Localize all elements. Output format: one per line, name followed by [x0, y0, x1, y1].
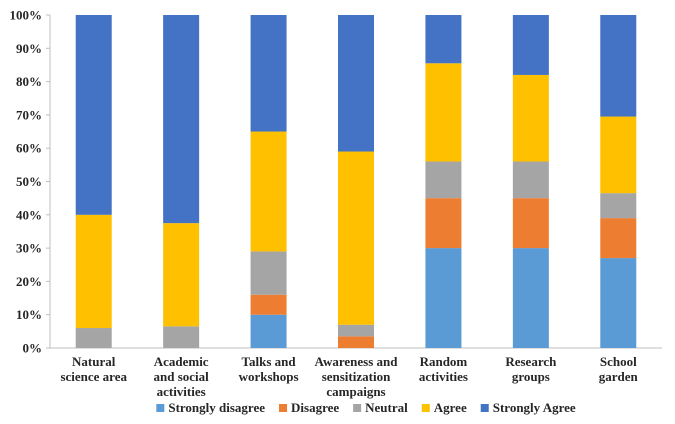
x-category-label-line: activities: [157, 384, 206, 399]
x-category-label-line: Talks and: [242, 354, 297, 369]
x-category-label-line: Academic: [154, 354, 209, 369]
bar-segment-neutral: [512, 161, 549, 199]
bar-segment-neutral: [338, 324, 374, 337]
x-category-label-line: Awareness and: [315, 354, 399, 369]
bar-segment-strongly-agree: [163, 15, 200, 224]
bar-segment-neutral: [600, 193, 637, 219]
y-tick-label: 70%: [16, 107, 42, 122]
y-tick-label: 90%: [16, 41, 42, 56]
x-category-label-line: sensitization: [322, 369, 391, 384]
bar-segment-agree: [425, 63, 462, 162]
y-tick-label: 50%: [16, 174, 42, 189]
bar-segment-strongly-disagree: [425, 248, 462, 348]
y-tick-label: 30%: [16, 241, 42, 256]
bar-segment-neutral: [75, 328, 112, 348]
x-category-label-line: campaigns: [326, 384, 385, 399]
x-category-label-line: Natural: [72, 354, 116, 369]
bar-segment-neutral: [250, 251, 287, 295]
x-category-label-line: School: [600, 354, 637, 369]
x-category-label-line: science area: [60, 369, 127, 384]
x-category-label: Natural science area: [60, 354, 127, 384]
bar-segment-agree: [75, 214, 112, 329]
bar-segment-disagree: [600, 218, 637, 259]
x-category-label: Talks and workshops: [239, 354, 299, 384]
bar-segment-strongly-disagree: [250, 314, 287, 348]
bar-segment-disagree: [425, 198, 462, 249]
y-tick-label: 80%: [16, 74, 42, 89]
legend-swatch: [353, 404, 362, 412]
legend-swatch: [279, 404, 288, 412]
bar-segment-strongly-agree: [425, 15, 462, 64]
legend-label: Neutral: [365, 400, 408, 415]
bar-segment-strongly-agree: [600, 15, 637, 117]
x-category-label-line: and social: [154, 369, 210, 384]
legend-label: Agree: [434, 400, 467, 415]
bar-segment-neutral: [163, 326, 200, 348]
y-tick-label: 20%: [16, 274, 42, 289]
y-tick-label: 60%: [16, 141, 42, 156]
bar-segment-disagree: [250, 294, 287, 315]
y-tick-label: 40%: [16, 207, 42, 222]
x-category-label: Research groups: [505, 354, 557, 384]
x-category-label-line: Research: [505, 354, 557, 369]
legend-swatch: [421, 404, 430, 412]
legend-label: Strongly Agree: [493, 400, 576, 415]
bar-segment-strongly-agree: [338, 15, 374, 152]
x-category-label: Random activities: [419, 354, 468, 384]
x-category-label-line: activities: [419, 369, 468, 384]
bar-segment-agree: [512, 74, 549, 162]
bar-segment-agree: [600, 116, 637, 194]
x-category-label: Awareness and sensitization campaigns: [315, 354, 399, 399]
legend-label: Disagree: [291, 400, 339, 415]
x-category-label-line: garden: [599, 369, 639, 384]
bar-segment-strongly-disagree: [512, 248, 549, 348]
x-category-label: Academic and social activities: [154, 354, 210, 399]
bar-segment-agree: [163, 223, 200, 327]
legend: Strongly disagree Disagree Neutral Agree Str…: [156, 400, 576, 415]
bar-segment-neutral: [425, 161, 462, 199]
bar-segment-disagree: [512, 198, 549, 249]
bar-segment-strongly-disagree: [600, 258, 637, 348]
x-category-label-line: workshops: [239, 369, 299, 384]
legend-label: Strongly disagree: [168, 400, 265, 415]
x-category-label-line: groups: [512, 369, 550, 384]
y-tick-label: 100%: [10, 8, 43, 23]
legend-swatch: [156, 404, 165, 412]
bar-segment-disagree: [338, 336, 374, 348]
y-tick-label: 0%: [23, 341, 43, 356]
bar-segment-agree: [250, 131, 287, 252]
legend-swatch: [480, 404, 489, 412]
y-tick-label: 10%: [16, 307, 42, 322]
bar-segment-strongly-agree: [75, 15, 112, 215]
x-category-label: School garden: [599, 354, 639, 384]
bar-segment-strongly-agree: [512, 15, 549, 75]
x-category-label-line: Random: [420, 354, 468, 369]
bar-segment-strongly-agree: [250, 15, 287, 132]
bar-segment-agree: [338, 151, 374, 325]
